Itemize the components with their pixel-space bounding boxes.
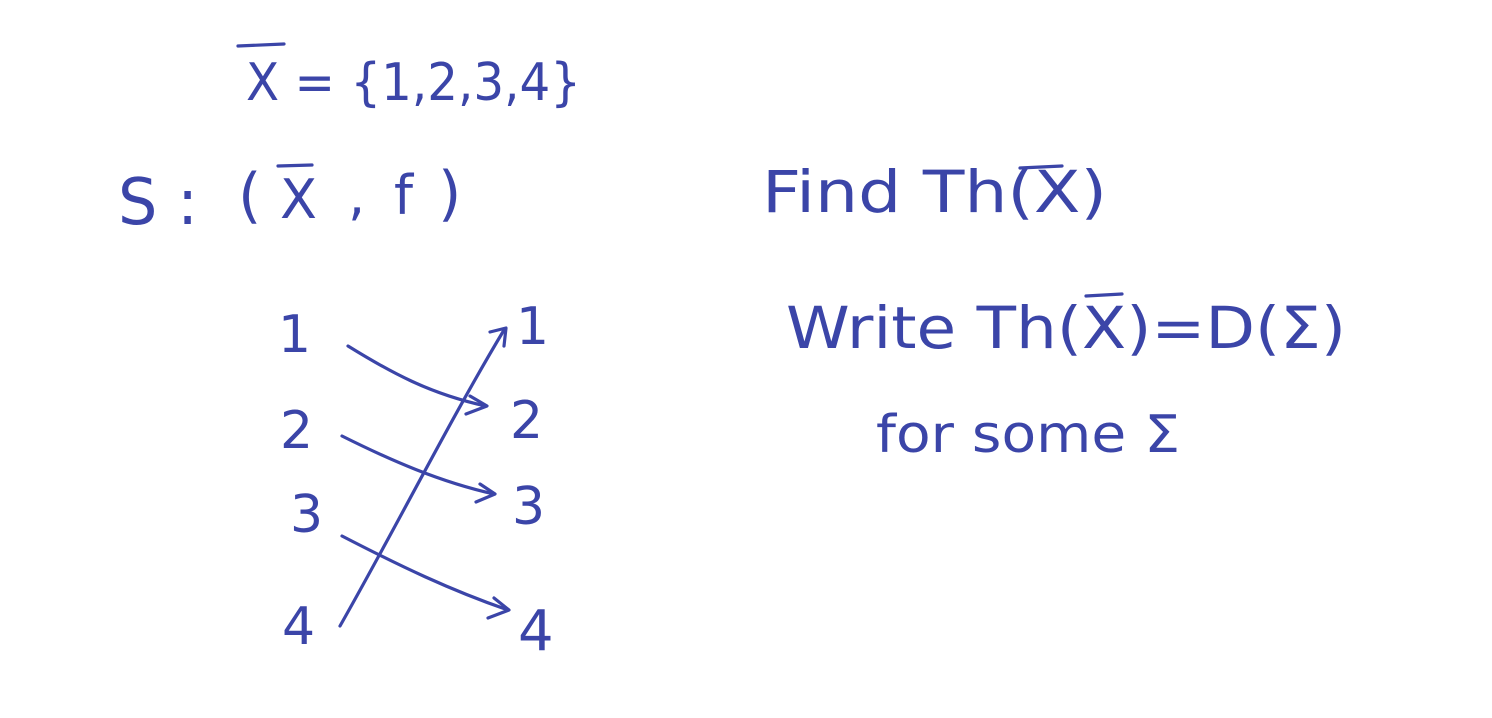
tuple-x-overline (276, 163, 314, 168)
codomain-label-2: 2 (510, 391, 543, 451)
task-block: Find Th(X) Write Th(X)=D(Σ) for some Σ (762, 158, 1346, 465)
task-line-find: Find Th(X) (762, 158, 1107, 226)
tuple-function-symbol: f (394, 164, 415, 227)
task-write-x-overline (1084, 292, 1124, 298)
set-x-overline (236, 42, 286, 48)
tuple-open-paren: ( (238, 161, 261, 231)
codomain-label-4: 4 (518, 599, 554, 664)
task-find-x-overline (1018, 164, 1064, 170)
system-definition: S : ( X , f ) (118, 159, 461, 240)
set-definition-text: X = {1,2,3,4} (246, 53, 581, 113)
arrow-1-to-2 (346, 344, 489, 416)
task-line-write: Write Th(X)=D(Σ) (786, 294, 1346, 362)
domain-label-3: 3 (290, 485, 323, 545)
codomain-label-3: 3 (512, 477, 545, 537)
mapping-diagram: 1 2 3 4 1 2 3 4 (278, 297, 554, 664)
task-line-for-some: for some Σ (876, 405, 1180, 465)
system-label: S : (118, 166, 198, 240)
codomain-label-1: 1 (516, 297, 549, 357)
tuple-comma: , (348, 164, 365, 227)
tuple-close-paren: ) (438, 159, 461, 229)
domain-label-4: 4 (282, 597, 315, 657)
arrow-3-to-4 (340, 534, 511, 620)
arrow-2-to-3 (340, 434, 497, 504)
set-definition: X = {1,2,3,4} (236, 42, 581, 113)
arrow-4-to-1 (338, 326, 508, 628)
domain-label-2: 2 (280, 401, 313, 461)
domain-label-1: 1 (278, 305, 311, 365)
tuple-set-symbol: X (280, 168, 317, 231)
